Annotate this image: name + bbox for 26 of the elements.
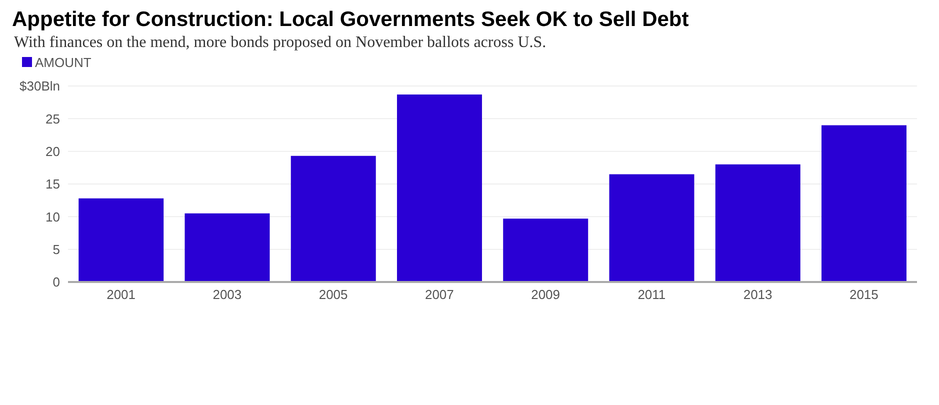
x-tick-label: 2001 (106, 287, 136, 302)
x-tick-label: 2013 (743, 287, 772, 302)
x-tick-label: 2003 (212, 287, 242, 302)
chart-subtitle: With finances on the mend, more bonds proposed on November ballots across U.S. (14, 34, 548, 52)
y-tick-label: 0 (52, 274, 60, 290)
bar (184, 213, 270, 282)
legend-label: AMOUNT (34, 54, 92, 70)
y-tick-label: 20 (46, 144, 60, 159)
bar (821, 125, 906, 282)
bar (396, 94, 482, 282)
y-tick-label: 10 (46, 209, 60, 224)
chart-title: Appetite for Construction: Local Governments Seek OK to Sell Debt (12, 8, 690, 32)
bar (290, 156, 376, 282)
bar (78, 198, 164, 282)
x-tick-label: 2007 (424, 287, 454, 302)
x-tick-label: 2015 (849, 287, 878, 302)
y-tick-label: 25 (46, 111, 60, 126)
y-tick-label: 15 (46, 176, 60, 192)
x-tick-label: 2009 (531, 287, 560, 302)
bar (503, 218, 588, 282)
y-tick-label: 5 (52, 242, 60, 257)
x-tick-label: 2005 (318, 287, 348, 302)
x-tick-label: 2011 (638, 287, 666, 302)
bar (715, 164, 800, 282)
bar (609, 174, 694, 282)
y-tick-label: $30Bln (20, 78, 60, 94)
